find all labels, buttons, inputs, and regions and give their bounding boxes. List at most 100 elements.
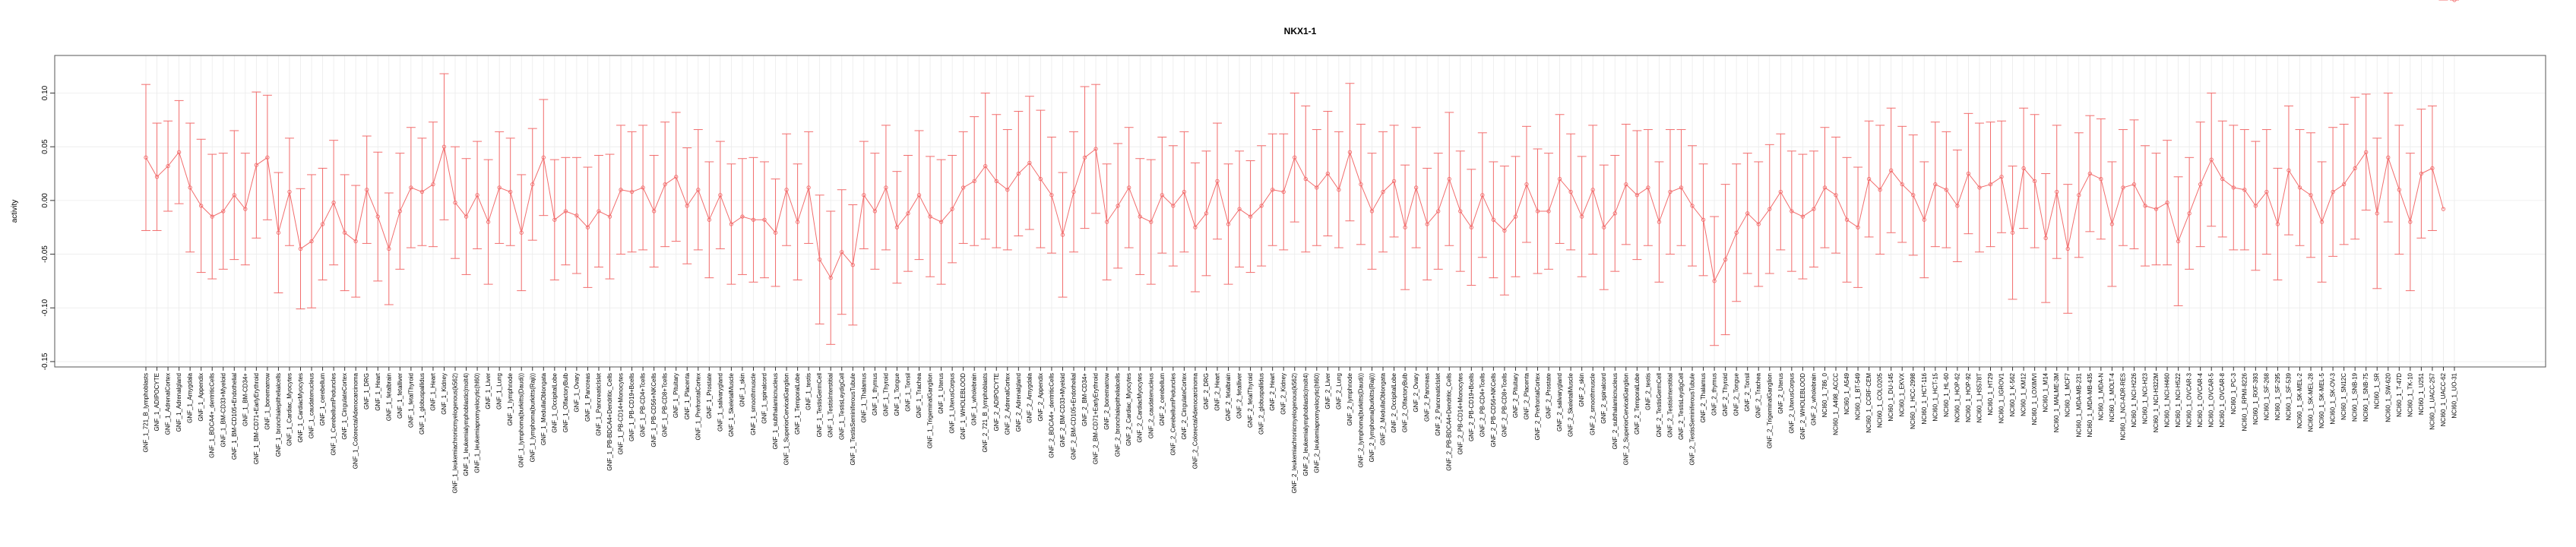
data-point xyxy=(1149,220,1154,224)
data-point xyxy=(1259,204,1264,208)
x-tick-label: GNF_1_fetalThyroid xyxy=(407,373,414,428)
data-point xyxy=(2375,211,2379,216)
x-tick-label: GNF_1_Placenta xyxy=(684,372,691,419)
x-tick-label: GNF_2_Liver xyxy=(1324,373,1331,409)
y-axis: 0.10 0.05 0.00 -0.05 -0.10 -0.15 xyxy=(41,85,55,370)
x-tick-label: GNF_1_UterusCorpus xyxy=(949,373,956,434)
x-tick-label: GNF_2_PB-CD4+Tcells xyxy=(1479,373,1486,437)
x-tick-label: GNF_1_SuperiorCervicalGanglion xyxy=(783,373,790,465)
data-point xyxy=(1381,189,1385,194)
data-point xyxy=(1447,176,1451,182)
data-point xyxy=(2319,220,2324,224)
x-tick-label: GNF_1_Uterus xyxy=(938,373,945,414)
data-point xyxy=(884,185,888,190)
data-point xyxy=(1922,217,1926,222)
data-point xyxy=(619,188,623,192)
x-tick-label: GNF_2_bonemarrow xyxy=(1103,373,1110,430)
plot-frame xyxy=(54,55,2546,368)
data-point xyxy=(718,193,723,198)
data-point xyxy=(464,214,469,219)
data-point xyxy=(1491,217,1496,222)
x-tick-label: GNF_1_PB-CD4+Tcells xyxy=(640,373,647,437)
data-point xyxy=(685,204,689,208)
data-point xyxy=(1999,175,2004,179)
x-tick-label: NCI60_1_KM12 xyxy=(2021,372,2027,416)
x-tick-label: GNF_2_WHOLEBLOOD xyxy=(1799,373,1806,440)
x-tick-label: GNF_2_Tonsil xyxy=(1744,373,1751,412)
data-point xyxy=(2441,207,2446,211)
data-point xyxy=(983,163,988,169)
data-point xyxy=(453,201,457,205)
data-point xyxy=(2430,166,2435,171)
data-point xyxy=(2364,150,2369,154)
x-tick-label: NCI60_1_SK-MEL-28 xyxy=(2308,372,2315,432)
data-point xyxy=(2021,166,2026,171)
x-tick-label: GNF_1_TestisSeminiferousTubule xyxy=(850,372,856,465)
data-point xyxy=(1911,193,1916,198)
x-tick-label: NCI60_1_MDA-MB-435 xyxy=(2087,372,2093,437)
x-tick-label: NCI60_1_EKVX xyxy=(1899,372,1906,416)
x-tick-label: GNF_2_PrefrontalCortex xyxy=(1534,373,1541,440)
data-point xyxy=(2297,185,2302,190)
data-point xyxy=(2055,189,2059,194)
x-tick-label: GNF_1_leukemialymphoblastic(molt4) xyxy=(463,373,470,476)
data-point xyxy=(806,185,811,190)
data-point xyxy=(2253,204,2258,208)
data-point xyxy=(1977,185,1982,190)
x-tick-label: GNF_2_OccipitalLobe xyxy=(1391,372,1397,432)
data-point xyxy=(353,239,358,244)
data-point xyxy=(1226,222,1231,226)
x-tick-label: GNF_2_salivarygland xyxy=(1556,373,1563,432)
x-tick-label: NCI60_1_UACC-257 xyxy=(2429,372,2435,429)
data-point xyxy=(1812,207,1816,211)
data-point xyxy=(1955,204,1960,208)
x-tick-label: GNF_2_Heart xyxy=(1214,372,1220,411)
x-tick-label: GNF_2_caudatenucleus xyxy=(1147,373,1154,438)
data-point xyxy=(828,276,833,280)
data-point xyxy=(530,182,535,187)
data-point xyxy=(1790,209,1794,213)
x-tick-label: GNF_2_Heart xyxy=(1269,372,1276,411)
data-point xyxy=(1293,155,1297,160)
data-point xyxy=(2331,189,2335,194)
data-point xyxy=(751,217,756,222)
x-tick-label: GNF_1_Thalamus xyxy=(860,373,867,422)
x-tick-label: NCI60_1_HCT-15 xyxy=(1932,372,1938,421)
x-tick-label: NCI60_1_M14 xyxy=(2043,372,2049,412)
data-point xyxy=(1093,147,1098,151)
x-tick-label: NCI60_1_SW-620 xyxy=(2385,372,2391,422)
data-point xyxy=(2275,222,2280,226)
data-point xyxy=(1271,188,1275,192)
x-tick-label: NCI60_1_HS578T xyxy=(1976,373,1983,422)
data-point xyxy=(1182,189,1187,194)
data-point xyxy=(541,155,546,160)
x-tick-label: NCI60_1_786_0 xyxy=(1821,372,1828,417)
x-tick-label: GNF_1_wholebrain xyxy=(971,373,978,425)
x-tick-label: NCI60_1_HT29 xyxy=(1987,372,1994,415)
data-point xyxy=(1060,232,1065,237)
x-tick-label: GNF_1_smoothmuscle xyxy=(750,372,757,435)
x-tick-label: GNF_2_lymphoma(burkitts(Raji)) xyxy=(1369,373,1375,463)
x-tick-label: GNF_2_Kidney xyxy=(1280,373,1287,415)
data-point xyxy=(232,193,236,198)
x-tick-label: GNF_1_salivarygland xyxy=(717,373,723,432)
data-point xyxy=(287,189,292,194)
data-point xyxy=(1580,214,1584,219)
data-point xyxy=(872,209,878,213)
data-point xyxy=(916,193,922,198)
data-point xyxy=(1281,189,1286,194)
data-point xyxy=(320,222,325,226)
data-point xyxy=(431,182,435,187)
x-tick-label: GNF_1_PrefrontalCortex xyxy=(695,373,701,440)
x-tick-label: GNF_1_CardiacMyocytes xyxy=(297,373,304,443)
data-point xyxy=(210,214,214,219)
x-tick-label: NCI60_1_SN12C xyxy=(2340,373,2347,420)
x-tick-label: NCI60_1_SF-295 xyxy=(2274,372,2281,420)
x-tick-label: GNF_1_CingulateCortex xyxy=(341,373,348,440)
x-tick-label: GNF_1_Liver xyxy=(485,373,492,409)
x-tick-label: GNF_1_fetalliver xyxy=(397,373,403,419)
data-point xyxy=(729,222,734,226)
x-tick-label: NCI60_1_SNB-75 xyxy=(2362,372,2369,422)
data-point xyxy=(2353,166,2357,171)
x-tick-label: GNF_2_subthalamicnucleus xyxy=(1612,373,1619,450)
